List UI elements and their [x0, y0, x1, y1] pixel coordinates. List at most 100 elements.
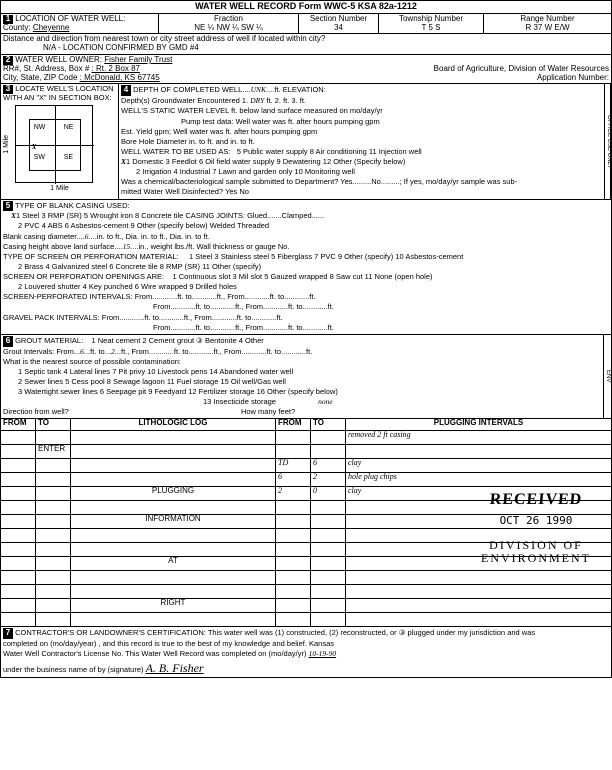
cert-1: This water well was (1) constructed, (2)…	[208, 628, 535, 637]
est-label: Est. Yield gpm; Well water was ft. after…	[121, 127, 317, 136]
log-cell	[36, 431, 71, 444]
none-val: none	[318, 397, 333, 406]
nw-label: NW	[34, 124, 46, 132]
section-box: NW NE SW SE X	[15, 105, 93, 183]
near-label: What is the nearest source of possible c…	[3, 357, 181, 366]
log-row	[1, 613, 611, 627]
log-cell: removed 2 ft casing	[346, 431, 611, 444]
section-6-num: 6	[3, 336, 13, 347]
log-cell	[276, 431, 311, 444]
log-cell	[71, 529, 276, 542]
mile-bottom: 1 Mile	[3, 185, 116, 193]
section-2-row: 2 WATER WELL OWNER: Fisher Family Trust …	[1, 55, 611, 84]
log-cell	[311, 445, 346, 458]
log-cell: clay	[346, 459, 611, 472]
log-cell	[1, 529, 36, 542]
log-cell	[71, 431, 276, 444]
gw-suffix: ft. 2. ft. 3. ft.	[266, 96, 306, 105]
log-cell: 2	[276, 487, 311, 500]
elev-label: ft. ELEVATION:	[274, 85, 325, 94]
received-stamp: RECEIVEDOCT 26 1990DIVISION OFENVIRONMEN…	[481, 491, 591, 565]
log-cell	[311, 557, 346, 570]
log-cell	[1, 543, 36, 556]
form-header: WATER WELL RECORD Form WWC-5 KSA 82a-121…	[1, 1, 611, 14]
log-cell	[36, 501, 71, 514]
log-cell	[276, 571, 311, 584]
x-mark: X	[32, 144, 37, 152]
log-cell	[311, 599, 346, 612]
distance-label: Distance and direction from nearest town…	[3, 34, 325, 43]
dir-label: Direction from well?	[3, 407, 69, 416]
log-cell	[71, 613, 276, 626]
app-label: Application Number:	[537, 74, 609, 83]
log-cell	[71, 501, 276, 514]
log-cell	[71, 459, 276, 472]
s2: 2 Brass 4 Galvanized steel 6 Concrete ti…	[18, 262, 261, 271]
n3: 3 Watertight sewer lines 6 Seepage pit 9…	[18, 387, 338, 396]
log-cell	[311, 543, 346, 556]
log-h3: LITHOLOGIC LOG	[71, 419, 276, 430]
open-label: SCREEN OR PERFORATION OPENINGS ARE:	[3, 272, 164, 281]
log-cell	[276, 585, 311, 598]
casing-1: 1 Steel 3 RMP (SR) 5 Wrought iron 8 Conc…	[16, 211, 324, 220]
bact-label: Was a chemical/bacteriological sample su…	[121, 177, 517, 186]
log-cell: INFORMATION	[71, 515, 276, 528]
log-cell: 2	[311, 473, 346, 486]
log-cell: AT	[71, 557, 276, 570]
log-cell	[71, 543, 276, 556]
log-cell	[71, 445, 276, 458]
log-cell: RIGHT	[71, 599, 276, 612]
log-cell	[276, 543, 311, 556]
gi-d: ft., From............ft. to............f…	[121, 347, 312, 356]
log-cell: PLUGGING	[71, 487, 276, 500]
log-cell	[1, 445, 36, 458]
range-value: R 37 W E/W	[525, 23, 569, 32]
gi-b: ft. to	[90, 347, 105, 356]
addr-label: RR#, St. Address, Box #	[3, 64, 89, 73]
log-cell	[36, 571, 71, 584]
log-cell	[36, 529, 71, 542]
side-office: OFFICE USE ONLY	[604, 84, 612, 198]
log-cell	[276, 501, 311, 514]
height-suffix: in., weight lbs./ft. Wall thickness or g…	[139, 242, 290, 251]
owner-value: Fisher Family Trust	[104, 55, 172, 64]
n2: 2 Sewer lines 5 Cess pool 8 Sewage lagoo…	[18, 377, 286, 386]
township-value: T 5 S	[422, 23, 441, 32]
log-h6: PLUGGING INTERVALS	[346, 419, 611, 430]
log-header: FROM TO LITHOLOGIC LOG FROM TO PLUGGING …	[1, 419, 611, 431]
log-cell	[36, 613, 71, 626]
cert-3: Water Well Contractor's License No. This…	[3, 649, 306, 658]
log-h1: FROM	[1, 419, 36, 430]
log-cell	[36, 473, 71, 486]
pump-label: Pump test data: Well water was ft. after…	[181, 117, 380, 126]
log-cell	[311, 585, 346, 598]
city-value: : McDonald, KS 67745	[80, 73, 160, 82]
gp-label: GRAVEL PACK INTERVALS: From............f…	[3, 313, 283, 322]
casing-label: TYPE OF BLANK CASING USED:	[15, 201, 130, 210]
log-row: RIGHT	[1, 599, 611, 613]
log-row: ENTER	[1, 445, 611, 459]
log-cell	[276, 515, 311, 528]
city-label: City, State, ZIP Code	[3, 73, 77, 82]
section-3-4-row: 3 LOCATE WELL'S LOCATION WITH AN "X" IN …	[1, 84, 611, 199]
log-cell	[346, 585, 611, 598]
log-cell	[346, 445, 611, 458]
section-7-row: 7 CONTRACTOR'S OR LANDOWNER'S CERTIFICAT…	[1, 627, 611, 676]
gp2: From............ft. to............ft., F…	[153, 323, 334, 332]
grout-opts: 1 Neat cement 2 Cement grout ③ Bentonite…	[92, 336, 264, 345]
log-row	[1, 571, 611, 585]
log-cell	[1, 431, 36, 444]
se-label: SE	[64, 154, 73, 162]
blank-label: Blank casing diameter	[3, 232, 76, 241]
log-cell: hole plug chips	[346, 473, 611, 486]
log-cell	[71, 473, 276, 486]
log-cell	[346, 571, 611, 584]
log-row: removed 2 ft casing	[1, 431, 611, 445]
section-4-num: 4	[121, 85, 131, 96]
section-value: 34	[334, 23, 343, 32]
cert-2: completed on (mo/day/year) , and this re…	[3, 639, 334, 648]
log-cell	[36, 599, 71, 612]
log-cell: 0	[311, 487, 346, 500]
mile-left: 1 Mile	[3, 135, 11, 154]
n4: 13 Insecticide storage	[203, 397, 276, 406]
